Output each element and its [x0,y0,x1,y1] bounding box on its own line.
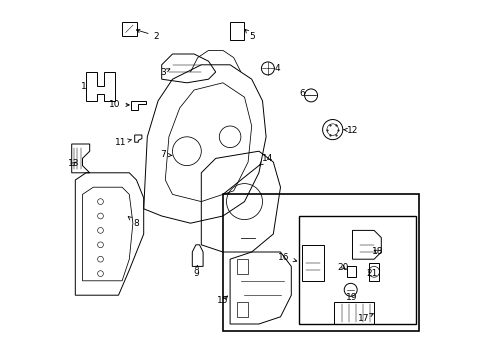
Text: 6: 6 [299,89,305,98]
Text: 14: 14 [259,154,273,165]
Text: 1: 1 [81,82,87,91]
Text: 20: 20 [337,263,348,272]
Text: 15: 15 [217,296,228,305]
Text: 5: 5 [244,30,254,41]
Text: 4: 4 [274,64,279,73]
Text: 13: 13 [68,159,79,168]
Text: 12: 12 [343,126,357,135]
Text: 8: 8 [128,217,139,228]
Text: 16: 16 [278,253,296,262]
Text: 11: 11 [114,138,131,147]
Text: 18: 18 [371,248,383,256]
Text: 9: 9 [193,266,198,278]
Text: 7: 7 [160,150,172,159]
Text: 3: 3 [160,68,169,77]
Text: 2: 2 [136,29,159,41]
Text: 10: 10 [109,100,129,109]
Text: 17: 17 [357,314,372,323]
Text: 21: 21 [366,269,377,278]
Text: 19: 19 [346,292,357,302]
Bar [223,194,418,331]
Bar [298,216,415,324]
